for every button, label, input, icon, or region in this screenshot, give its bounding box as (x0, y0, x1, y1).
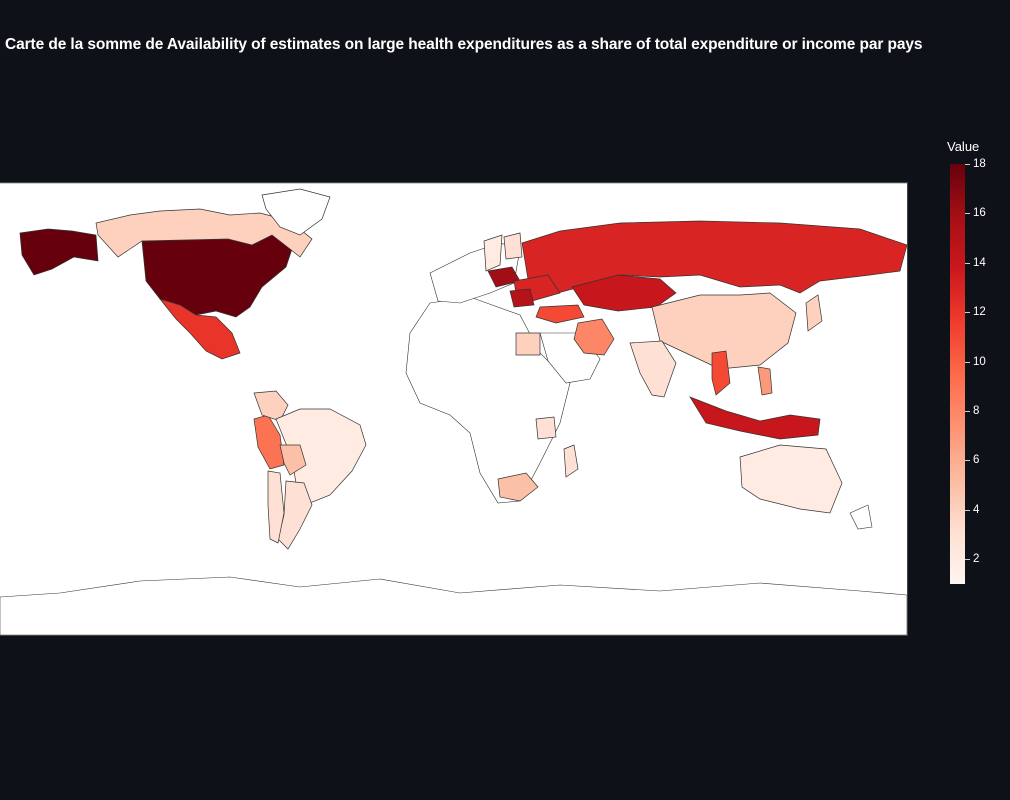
country-madagascar[interactable]: Madagascar: 3 (563, 444, 579, 478)
country-finland[interactable]: Finland: 3 (503, 232, 523, 260)
country-india[interactable]: India: 3 (629, 340, 677, 398)
colorbar-tick-mark (965, 411, 970, 413)
country-bolivia[interactable]: Bolivia: 5 (279, 444, 307, 476)
colorbar-tick-label: 4 (973, 503, 980, 516)
country-turkey[interactable]: Turkey: 11 (535, 304, 585, 324)
chart-title: Carte de la somme de Availability of est… (5, 36, 923, 53)
country-chile[interactable]: Chile: 3 (267, 470, 285, 544)
colorbar-tick-mark (965, 361, 970, 363)
colorbar-title: Value (947, 139, 980, 154)
country-sweden[interactable]: Sweden: 2 (483, 234, 503, 272)
colorbar-tick-mark (965, 164, 970, 165)
country-china[interactable]: China: 4 (651, 292, 797, 370)
colorbar-tick-label: 18 (973, 158, 986, 170)
colorbar-tick-mark (965, 559, 970, 561)
colorbar-tick-label: 14 (973, 256, 986, 269)
country-canada[interactable]: Canada: 4 (95, 208, 313, 258)
colorbar-tick-label: 2 (973, 553, 980, 566)
country-colombia[interactable]: Colombia: 4 (253, 390, 289, 422)
colorbar-tick-mark (965, 509, 970, 511)
country-alaska[interactable]: Alaska: 18 (19, 228, 99, 276)
country-egypt[interactable]: Egypt: 4 (515, 332, 541, 356)
colorbar-tick-label: 16 (973, 207, 986, 220)
choropleth-map[interactable]: United States: 18Alaska: 18Canada: 4Gree… (0, 182, 908, 636)
country-romania[interactable]: Romania: 15 (509, 288, 535, 308)
country-philippines[interactable]: Philippines: 7 (757, 366, 773, 396)
world-map-svg[interactable]: United States: 18Alaska: 18Canada: 4Gree… (0, 183, 907, 635)
country-greenland[interactable]: Greenland (261, 188, 331, 236)
colorbar-tick-label: 12 (973, 306, 986, 319)
colorbar-tick-mark (965, 460, 970, 462)
colorbar-tick-label: 8 (973, 405, 980, 418)
land-no-data (849, 504, 873, 530)
colorbar-tick-mark (965, 262, 970, 264)
country-south-africa[interactable]: South Africa: 5 (497, 472, 539, 502)
country-australia[interactable]: Australia: 2 (739, 444, 843, 514)
country-kazakhstan[interactable]: Kazakhstan: 14 (571, 274, 677, 312)
country-tanzania[interactable]: Tanzania: 3 (535, 416, 557, 440)
country-japan[interactable]: Japan: 4 (805, 294, 823, 332)
country-iran[interactable]: Iran: 8 (573, 318, 615, 356)
country-mexico[interactable]: Mexico: 12 (159, 298, 241, 360)
colorbar-tick-label: 10 (973, 355, 986, 368)
colorbar-legend: Value 2 4 6 8 10 12 14 16 18 (940, 137, 1010, 597)
colorbar-tick-label: 6 (973, 454, 980, 467)
country-indonesia[interactable]: Indonesia: 14 (689, 396, 821, 440)
colorbar-tick-mark (965, 213, 970, 215)
colorbar-tick-mark (965, 312, 970, 314)
colorbar-gradient (950, 164, 965, 584)
land-no-data (0, 576, 907, 635)
country-vietnam[interactable]: Vietnam: 11 (711, 350, 731, 396)
